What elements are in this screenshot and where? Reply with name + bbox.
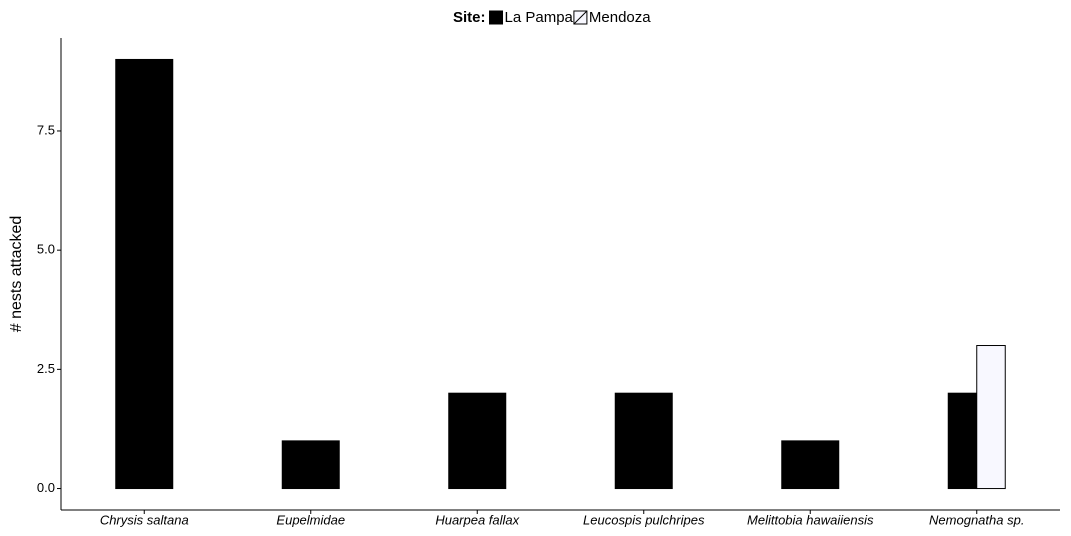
x-tick-label: Nemognatha sp.	[929, 512, 1024, 527]
y-axis-label: # nests attacked	[8, 216, 25, 333]
y-tick-label: 0.0	[37, 480, 55, 495]
y-tick-label: 2.5	[37, 361, 55, 376]
bar	[781, 440, 840, 490]
bar	[614, 392, 673, 490]
x-tick-label: Leucospis pulchripes	[583, 512, 705, 527]
x-tick-label: Chrysis saltana	[100, 512, 189, 527]
x-tick-label: Melittobia hawaiiensis	[747, 512, 874, 527]
x-tick-label: Huarpea fallax	[435, 512, 519, 527]
bar	[115, 58, 174, 490]
y-tick-label: 5.0	[37, 242, 55, 257]
bar	[947, 392, 978, 490]
y-tick-label: 7.5	[37, 122, 55, 137]
legend-swatch	[489, 10, 504, 25]
bar	[448, 392, 507, 490]
legend-label: Mendoza	[589, 9, 651, 26]
x-tick-label: Eupelmidae	[276, 512, 345, 527]
legend-title: Site:	[453, 9, 486, 26]
bar	[281, 440, 340, 490]
legend-hatch	[573, 10, 588, 25]
bar	[976, 345, 1006, 490]
legend-label: La Pampa	[505, 9, 574, 26]
